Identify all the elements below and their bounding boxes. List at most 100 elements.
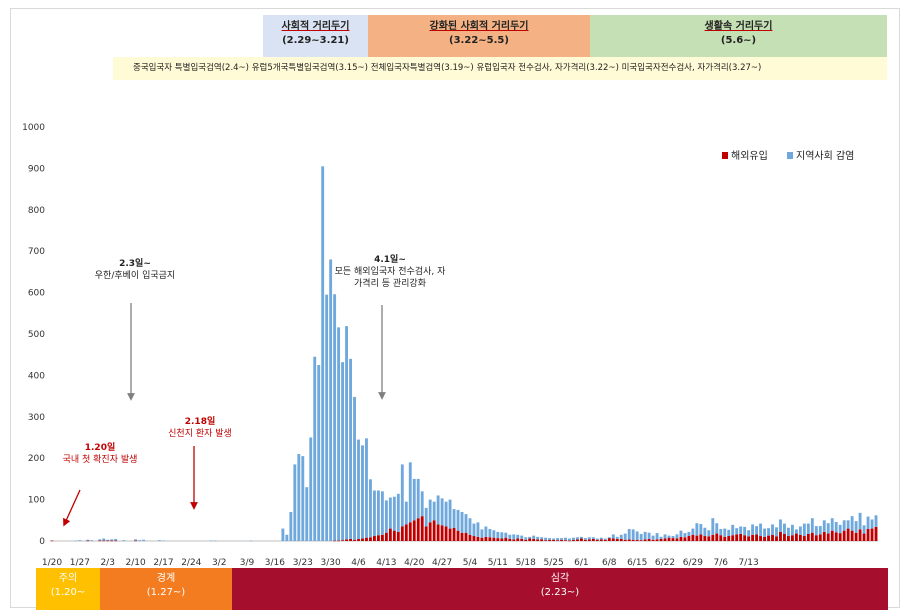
bar-local (544, 537, 548, 541)
x-tick-label: 7/6 (714, 558, 729, 568)
bar-local (790, 524, 794, 536)
bar-local (846, 520, 850, 529)
bar-imported (651, 539, 655, 541)
bar-imported (496, 538, 500, 541)
bar-imported (703, 536, 707, 541)
bar-imported (631, 539, 635, 541)
bar-imported (683, 537, 687, 541)
bar-local (508, 534, 512, 539)
bar-imported (424, 526, 428, 541)
bar-local (679, 530, 683, 537)
x-tick-label: 6/29 (683, 558, 703, 568)
bar-local (114, 538, 118, 541)
bar-local (675, 534, 679, 539)
bar-imported (540, 539, 544, 541)
x-tick-label: 3/23 (293, 558, 313, 568)
legend-swatch-local (787, 152, 793, 159)
bar-local (731, 524, 735, 536)
bar-imported (787, 536, 790, 541)
phase-label: 생활속 거리두기 (704, 21, 773, 32)
arrow-first-case (63, 489, 81, 527)
x-tick-label: 5/4 (463, 558, 478, 568)
bar-local (376, 490, 380, 536)
bar-local (313, 356, 317, 541)
bar-imported (516, 538, 520, 541)
bar-imported (818, 534, 822, 541)
y-tick-label: 800 (28, 206, 45, 216)
phase-distancing-in-daily-life: 생활속 거리두기 (5.6~) (590, 15, 887, 57)
bar-imported (870, 528, 874, 541)
bar-local (727, 529, 731, 537)
alert-level-period: (2.23~) (540, 587, 580, 598)
bar-local (122, 540, 126, 541)
legend-label-imported: 해외유입 (731, 149, 768, 162)
bar-imported (512, 539, 516, 541)
bar-imported (373, 536, 376, 541)
bar-imported (341, 540, 345, 541)
bar-local (560, 538, 563, 540)
bar-imported (759, 536, 762, 541)
bar-imported (337, 540, 341, 542)
x-tick-label: 5/18 (516, 558, 536, 568)
bar-local (810, 518, 814, 533)
annotation-first-case-line: 국내 첫 확진자 발생 (63, 453, 138, 465)
bar-local (456, 509, 460, 531)
bar-imported (536, 539, 540, 541)
bar-local (388, 497, 392, 529)
bar-imported (862, 533, 866, 541)
bar-local (802, 523, 806, 537)
annotation-shincheonji-line: 2.18일 (185, 415, 216, 427)
bar-local (500, 532, 504, 539)
bar-imported (591, 538, 595, 541)
annotation-all-entrants-testing-line: 4.1일~ (374, 253, 406, 265)
bar-local (771, 524, 774, 535)
alert-level-caution: 주의 (1.20~ (36, 568, 100, 610)
bar-imported (798, 534, 802, 541)
x-tick-label: 5/11 (488, 558, 508, 568)
bar-imported (464, 532, 468, 541)
bar-imported (528, 538, 532, 541)
bar-local (420, 491, 424, 517)
bar-imported (110, 540, 114, 542)
bar-imported (548, 539, 552, 541)
bar-local (603, 538, 607, 540)
bar-imported (866, 528, 870, 541)
bar-local (747, 530, 751, 537)
bar-imported (349, 538, 352, 541)
annotation-all-entrants-testing-line: 가격리 등 관리강화 (354, 277, 426, 289)
y-tick-label: 1000 (22, 123, 45, 133)
bar-imported (376, 535, 380, 541)
x-tick-label: 7/13 (738, 558, 758, 568)
x-tick-label: 6/22 (655, 558, 675, 568)
bar-local (408, 462, 412, 523)
bar-local (540, 537, 544, 540)
bar-imported (715, 533, 719, 541)
legend-swatch-imported (722, 152, 728, 159)
bar-imported (739, 533, 743, 541)
bar-local (647, 532, 651, 539)
bar-imported (731, 535, 735, 541)
x-tick-label: 3/30 (320, 558, 340, 568)
bar-local (357, 439, 360, 539)
bar-imported (834, 532, 838, 541)
bar-imported (420, 516, 424, 541)
bar-imported (452, 527, 456, 541)
bar-local (683, 533, 687, 538)
bar-local (854, 521, 858, 533)
bar-imported (814, 535, 818, 541)
bar-local (818, 526, 822, 535)
bar-imported (520, 538, 524, 541)
bar-imported (488, 537, 492, 541)
bar-imported (345, 539, 348, 541)
bar-local (615, 536, 619, 539)
bar-imported (623, 539, 627, 541)
bar-imported (659, 538, 663, 541)
y-tick-label: 300 (28, 413, 45, 423)
bar-imported (50, 540, 54, 542)
bar-local (667, 535, 671, 538)
x-tick-label: 6/15 (627, 558, 647, 568)
x-tick-label: 3/16 (265, 558, 285, 568)
bar-local (659, 536, 663, 539)
bar-local (74, 540, 78, 542)
bar-imported (711, 534, 715, 541)
